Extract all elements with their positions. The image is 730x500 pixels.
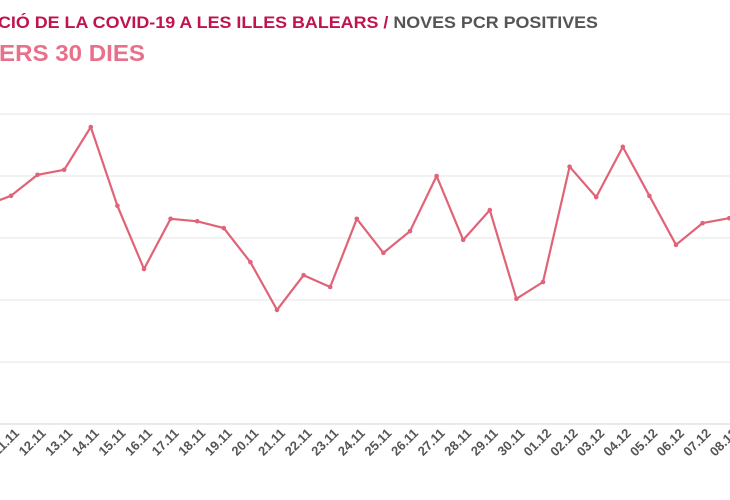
x-tick-label: 19.11 [202, 426, 235, 459]
data-point[interactable] [115, 203, 120, 209]
x-tick-label: 18.11 [175, 426, 208, 459]
data-point[interactable] [8, 193, 14, 199]
data-point[interactable] [434, 173, 439, 179]
x-tick-label: 30.11 [494, 426, 527, 459]
x-tick-label: 13.11 [42, 426, 75, 459]
x-tick-label: 08.12 [707, 426, 730, 460]
chart-title-separator: / [378, 13, 393, 32]
x-tick-label: 16.11 [122, 426, 155, 459]
x-tick-label: 11.11 [0, 426, 22, 459]
x-tick-label: 17.11 [149, 426, 182, 459]
x-tick-label: 07.12 [680, 426, 714, 460]
x-tick-label: 05.12 [627, 426, 661, 460]
x-tick-label: 03.12 [574, 426, 608, 460]
data-point[interactable] [327, 284, 333, 290]
x-tick-label: 15.11 [95, 426, 128, 459]
x-tick-label: 24.11 [335, 426, 368, 459]
x-tick-label: 20.11 [228, 426, 261, 459]
chart-title-suffix: NOVES PCR POSITIVES [393, 13, 598, 32]
data-point[interactable] [567, 164, 572, 169]
data-point[interactable] [274, 307, 280, 313]
x-tick-label: 12.11 [16, 426, 49, 459]
data-point[interactable] [514, 296, 519, 302]
data-points [8, 124, 730, 313]
series-line-path [0, 125, 730, 311]
series-line [0, 125, 730, 311]
x-tick-label: 27.11 [415, 426, 448, 459]
x-tick-label: 25.11 [361, 426, 394, 459]
data-point[interactable] [35, 172, 40, 178]
data-point[interactable] [673, 242, 679, 248]
x-tick-label: 26.11 [388, 426, 421, 459]
x-tick-label: 02.12 [547, 426, 581, 460]
data-point[interactable] [407, 228, 413, 234]
data-point[interactable] [381, 250, 386, 256]
data-point[interactable] [354, 216, 360, 222]
data-point[interactable] [194, 218, 200, 224]
data-point[interactable] [221, 225, 227, 231]
data-point[interactable] [168, 216, 173, 222]
x-tick-label: 28.11 [441, 426, 474, 459]
x-tick-label: 22.11 [282, 426, 315, 459]
x-tick-label: 04.12 [600, 426, 634, 460]
data-point[interactable] [301, 272, 306, 278]
x-tick-label: 21.11 [255, 426, 288, 459]
gridlines [0, 113, 730, 425]
chart-subtitle: ERS 30 DIES [0, 40, 145, 66]
x-tick-label: 23.11 [308, 426, 341, 459]
data-point[interactable] [61, 167, 67, 173]
data-point[interactable] [700, 220, 705, 226]
data-point[interactable] [620, 144, 626, 150]
x-axis-ticks: 10.1111.1112.1113.1114.1115.1116.1117.11… [0, 426, 730, 460]
x-tick-label: 14.11 [69, 426, 102, 459]
x-tick-label: 01.12 [521, 426, 555, 460]
x-tick-label: 06.12 [654, 426, 688, 460]
data-point[interactable] [540, 279, 546, 285]
data-point[interactable] [726, 215, 730, 221]
data-point[interactable] [593, 194, 599, 200]
x-tick-label: 29.11 [468, 426, 501, 459]
chart-title: CIÓ DE LA COVID-19 A LES ILLES BALEARS /… [0, 13, 598, 32]
data-point[interactable] [460, 237, 466, 243]
data-point[interactable] [248, 259, 253, 265]
data-point[interactable] [88, 124, 94, 130]
data-point[interactable] [141, 266, 147, 272]
data-point[interactable] [647, 193, 652, 199]
chart-title-main: CIÓ DE LA COVID-19 A LES ILLES BALEARS [0, 13, 378, 32]
data-point[interactable] [487, 207, 493, 213]
